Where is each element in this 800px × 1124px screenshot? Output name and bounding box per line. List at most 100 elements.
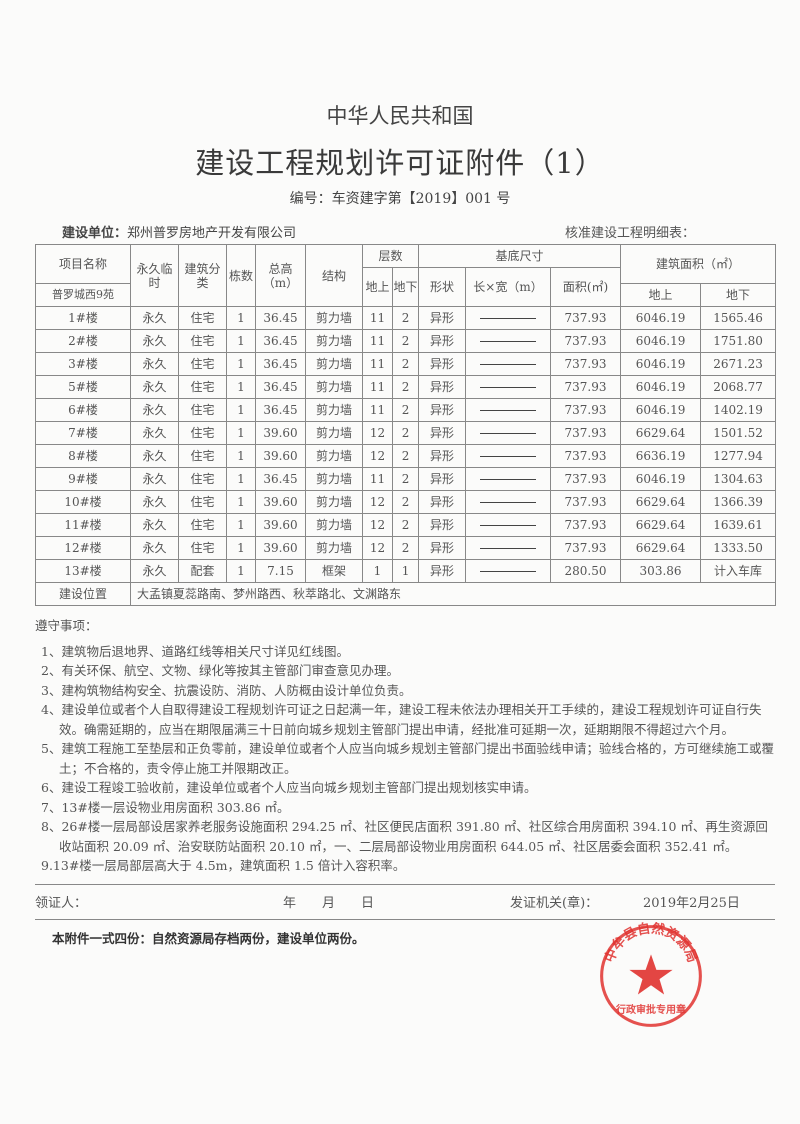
table-cell: 永久 <box>130 467 179 491</box>
document-body: 项目名称 永久临时 建筑分类 栋数 总高（m） 结构 层数 基底尺寸 建筑面积（… <box>35 244 777 1030</box>
table-cell: 11 <box>362 375 393 399</box>
table-cell: 36.45 <box>255 467 306 491</box>
footer-note: 本附件一式四份：自然资源局存档两份，建设单位两份。 <box>52 930 365 946</box>
table-cell: 11 <box>362 329 393 353</box>
table-cell: 异形 <box>418 467 467 491</box>
country-heading: 中华人民共和国 <box>326 104 474 128</box>
dimension-dash <box>465 421 552 445</box>
issuer-label: 发证机关(章)： <box>510 896 599 911</box>
table-cell: 住宅 <box>178 375 227 399</box>
col-struct: 结构 <box>305 244 363 307</box>
table-row: 7#楼 永久 住宅 1 39.60 剪力墙 12 2 异形 737.93 6629.64 1501.5… <box>35 421 777 445</box>
table-cell: 计入车库 <box>700 559 777 583</box>
table-cell: 剪力墙 <box>305 490 363 514</box>
notes-title: 遵守事项： <box>35 618 98 633</box>
table-cell: 11 <box>362 352 393 376</box>
divider <box>35 883 775 885</box>
table-cell: 1 <box>226 306 256 330</box>
table-cell: 1 <box>226 398 256 422</box>
table-cell: 2 <box>391 513 420 537</box>
table-cell: 7.15 <box>255 559 306 583</box>
table-cell: 2671.23 <box>700 352 777 376</box>
table-cell: 剪力墙 <box>305 444 363 468</box>
location-value: 大孟镇夏蕊路南、梦州路西、秋萃路北、文渊路东 <box>129 582 777 606</box>
table-cell: 2 <box>391 329 420 353</box>
col-lw: 长×宽（m） <box>465 267 552 307</box>
footer-row: 本附件一式四份：自然资源局存档两份，建设单位两份。 中牟县自然资源局 行政审批专… <box>35 920 775 1030</box>
col-below: 地下 <box>391 267 420 307</box>
table-cell: 39.60 <box>255 421 306 445</box>
table-cell: 2 <box>391 444 420 468</box>
note-item: 9.13#楼一层局部层高大于 4.5m，建筑面积 1.5 倍计入容积率。 <box>41 858 406 873</box>
col-garea-above: 地上 <box>620 283 702 307</box>
table-cell: 2 <box>391 421 420 445</box>
table-cell: 6636.19 <box>620 444 702 468</box>
table-cell: 异形 <box>418 375 467 399</box>
dimension-dash <box>465 559 552 583</box>
table-cell: 永久 <box>130 490 179 514</box>
table-cell: 6046.19 <box>620 398 702 422</box>
table-cell: 36.45 <box>255 352 306 376</box>
table-cell: 6046.19 <box>620 306 702 330</box>
note-item: 1、建筑物后退地界、道路红线等相关尺寸详见红线图。 <box>41 643 349 659</box>
dimension-dash <box>465 329 552 353</box>
table-row: 8#楼 永久 住宅 1 39.60 剪力墙 12 2 异形 737.93 6636.19 1277.9… <box>35 444 777 468</box>
col-above: 地上 <box>362 267 393 307</box>
note-item: 2、有关环保、航空、文物、绿化等按其主管部门审查意见办理。 <box>41 663 399 678</box>
table-cell: 1366.39 <box>700 490 777 514</box>
table-cell: 剪力墙 <box>305 421 363 445</box>
table-cell: 1 <box>362 559 393 583</box>
table-cell: 永久 <box>130 398 179 422</box>
dimension-dash <box>465 306 552 330</box>
table-cell: 配套 <box>178 559 227 583</box>
table-cell: 1277.94 <box>700 444 777 468</box>
table-cell: 剪力墙 <box>305 352 363 376</box>
table-cell: 280.50 <box>550 559 622 583</box>
document-title: 建设工程规划许可证附件（1） <box>195 146 605 180</box>
table-cell: 2 <box>391 490 420 514</box>
col-perm: 永久临时 <box>130 244 179 307</box>
table-cell: 1304.63 <box>700 467 777 491</box>
table-cell: 36.45 <box>255 375 306 399</box>
table-cell: 1501.52 <box>700 421 777 445</box>
dimension-dash <box>465 352 552 376</box>
table-cell: 永久 <box>130 559 179 583</box>
table-row: 10#楼 永久 住宅 1 39.60 剪力墙 12 2 异形 737.93 6629.64 1366.… <box>35 490 777 514</box>
table-cell: 永久 <box>130 421 179 445</box>
table-cell: 12 <box>362 421 393 445</box>
table-row: 1#楼 永久 住宅 1 36.45 剪力墙 11 2 异形 737.93 6046.19 1565.4… <box>35 306 777 330</box>
table-cell: 永久 <box>130 329 179 353</box>
table-cell: 1 <box>226 421 256 445</box>
dimension-dash <box>465 444 552 468</box>
table-cell: 12 <box>362 444 393 468</box>
receive-date-blank: 年 月 日 <box>283 896 375 911</box>
table-row: 13#楼 永久 配套 1 7.15 框架 1 1 异形 280.50 303.86 计入车库 <box>35 559 777 583</box>
table-cell: 6629.64 <box>620 513 702 537</box>
table-cell: 6629.64 <box>620 536 702 560</box>
table-cell: 住宅 <box>178 536 227 560</box>
divider <box>35 918 775 920</box>
table-cell: 5#楼 <box>35 375 131 399</box>
table-cell: 2 <box>391 536 420 560</box>
table-cell: 8#楼 <box>35 444 131 468</box>
table-cell: 6046.19 <box>620 375 702 399</box>
table-row: 5#楼 永久 住宅 1 36.45 剪力墙 11 2 异形 737.93 6046.19 2068.7… <box>35 375 777 399</box>
table-cell: 住宅 <box>178 398 227 422</box>
table-cell: 框架 <box>305 559 363 583</box>
note-item: 8、26#楼一层局部设居家养老服务设施面积 294.25 ㎡、社区便民店面积 3… <box>41 819 768 854</box>
table-cell: 1 <box>226 490 256 514</box>
issue-date: 2019年2月25日 <box>643 896 740 911</box>
construction-unit: 建设单位：郑州普罗房地产开发有限公司 <box>62 222 296 241</box>
col-floors: 层数 <box>361 244 420 268</box>
table-cell: 异形 <box>418 444 467 468</box>
table-cell: 住宅 <box>178 513 227 537</box>
table-cell: 9#楼 <box>35 467 131 491</box>
col-garea: 建筑面积（㎡） <box>620 244 777 284</box>
table-cell: 剪力墙 <box>305 398 363 422</box>
table-cell: 1639.61 <box>700 513 777 537</box>
table-cell: 6046.19 <box>620 467 702 491</box>
table-cell: 住宅 <box>178 467 227 491</box>
notes-section: 遵守事项： 1、建筑物后退地界、道路红线等相关尺寸详见红线图。 2、有关环保、航空… <box>35 616 775 876</box>
table-cell: 住宅 <box>178 306 227 330</box>
col-height: 总高（m） <box>255 244 306 307</box>
